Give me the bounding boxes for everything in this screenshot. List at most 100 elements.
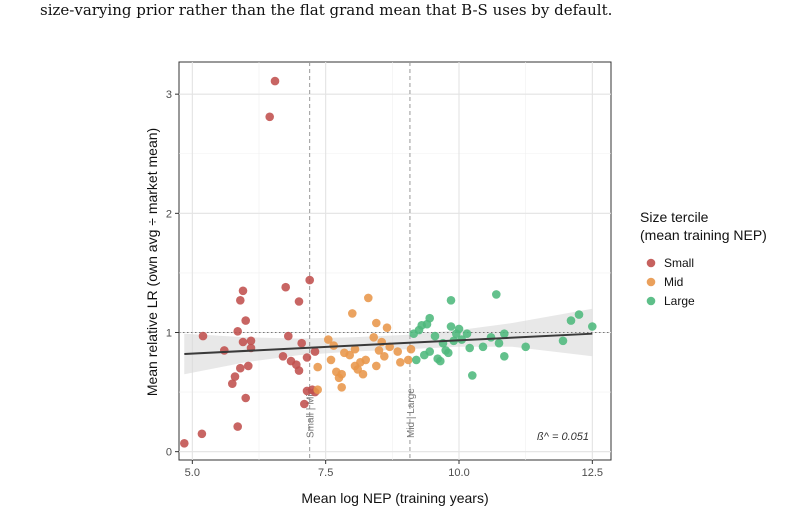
point-large [566,316,576,325]
point-small [302,353,312,362]
point-large [412,355,421,365]
x-tick-label: 12.5 [582,467,603,479]
y-axis-title: Mean relative LR (own avg ÷ market mean) [144,128,160,396]
x-axis-title: Mean log NEP (training years) [301,490,488,506]
point-small [236,363,245,373]
point-mid [406,344,416,354]
point-small [220,346,229,355]
point-small [244,361,253,371]
point-small [294,366,304,375]
legend-items: Small Mid Large [646,256,695,308]
legend-label-small: Small [664,256,694,270]
trend-line [184,332,593,355]
legend-title-line1: Size tercile [640,209,709,225]
point-small [246,336,256,346]
point-large [494,338,504,348]
grid-minor [179,62,611,460]
point-mid [326,355,336,365]
point-mid [372,318,381,328]
point-mid [382,323,392,333]
point-large [465,343,475,353]
points-layer [180,76,597,448]
point-large [492,290,501,299]
trend-line-layer [184,332,593,355]
legend-label-large: Large [664,294,695,308]
point-mid [337,369,347,379]
point-mid [337,383,347,392]
point-small [236,296,245,305]
point-small [197,429,207,439]
point-small [228,379,237,389]
point-small [241,316,250,325]
beta-annotation: ß^ = 0.051 [537,431,589,443]
y-tick-label: 0 [166,447,172,459]
point-mid [324,335,333,344]
point-large [500,352,509,361]
point-small [281,282,291,292]
point-mid [372,361,381,371]
point-large [436,356,445,366]
point-mid [404,355,413,365]
confidence-band [184,308,593,375]
point-small [305,275,315,285]
point-small [265,112,275,122]
legend: Size tercile (mean training NEP) Small Mi… [640,209,767,308]
ticks-layer: 5.0 7.5 10.0 12.5 0 1 2 3 [166,89,603,479]
point-large [425,347,435,356]
point-small [310,347,320,356]
point-mid [313,385,323,395]
point-large [521,342,530,352]
point-large [478,342,488,352]
plot-panel [178,61,612,461]
point-mid [380,352,389,361]
point-small [238,286,248,296]
confidence-band-layer [184,308,593,375]
point-small [233,327,242,336]
point-large [454,324,464,334]
point-small [270,76,280,86]
point-large [486,333,496,342]
point-large [430,331,440,341]
tercile-boundary-label: Mid | Large [406,388,417,438]
point-large [468,371,477,380]
point-mid [396,358,405,367]
point-large [425,313,435,323]
x-tick-label: 7.5 [318,467,333,479]
point-large [500,329,509,339]
point-small [238,337,248,347]
intro-text: size-varying prior rather than the flat … [40,1,613,19]
point-large [588,322,597,331]
y-tick-label: 3 [166,89,172,101]
point-mid [313,362,323,372]
point-small [180,439,189,448]
legend-label-mid: Mid [664,275,683,289]
point-large [558,336,568,346]
legend-title-line2: (mean training NEP) [640,227,767,243]
point-mid [374,346,384,355]
point-small [300,399,309,409]
point-large [462,329,472,339]
point-mid [345,350,355,360]
point-small [230,372,240,381]
point-large [446,296,456,305]
point-small [278,352,288,361]
point-large [444,348,453,358]
legend-key-small [646,258,656,268]
y-tick-label: 1 [166,327,172,339]
point-small [297,338,307,348]
point-mid [348,309,357,318]
point-mid [393,347,403,356]
point-small [198,331,208,341]
point-mid [364,293,373,303]
y-tick-label: 2 [166,208,172,220]
legend-key-large [646,296,656,306]
point-large [446,322,456,331]
tercile-boundary-label: Small | Mid [306,389,317,438]
point-small [233,422,242,431]
point-mid [358,369,368,379]
legend-key-mid [646,277,656,287]
point-mid [361,355,371,365]
point-large [574,310,584,319]
point-small [241,393,250,403]
